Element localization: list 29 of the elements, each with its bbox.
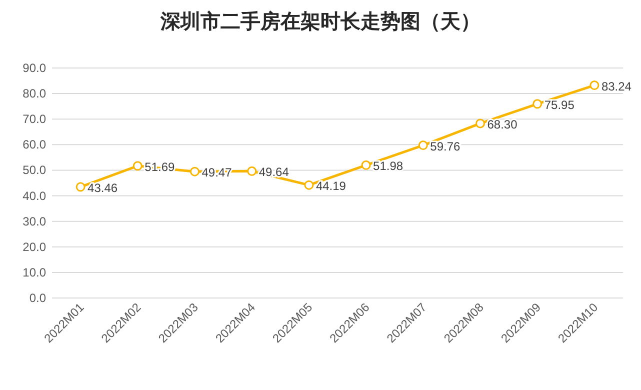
y-tick-label: 70.0 [22,112,46,126]
y-tick-label: 40.0 [22,188,46,203]
data-label: 83.24 [601,79,632,94]
y-tick-label: 80.0 [22,86,46,101]
y-tick-label: 30.0 [22,214,46,228]
point [132,161,142,171]
point [418,140,428,150]
point [247,166,257,176]
point [532,99,542,109]
point [476,118,485,128]
point [76,182,86,192]
chart-title: 深圳市二手房在架时长走势图（天） [160,10,480,33]
y-tick-label: 60.0 [22,138,46,152]
y-tick-label: 90.0 [22,61,46,75]
y-tick-label: 50.0 [22,163,46,178]
y-tick-label: 10.0 [22,265,46,280]
data-label: 44.19 [316,179,346,194]
data-label: 75.95 [544,98,575,112]
y-tick-label: 20.0 [22,240,46,254]
data-label: 51.98 [373,159,404,174]
point [190,166,200,176]
point [590,80,600,90]
data-label: 68.30 [487,117,518,132]
point [304,180,314,190]
data-label: 49.64 [258,165,290,180]
y-tick-label: 0.0 [29,291,46,305]
data-label: 59.76 [430,139,461,154]
data-label: 43.46 [88,180,118,195]
point [361,160,371,170]
